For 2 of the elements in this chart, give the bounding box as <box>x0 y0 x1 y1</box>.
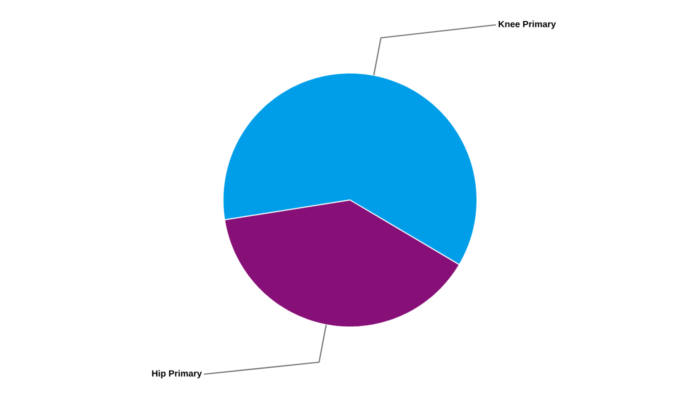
slice-label: Hip Primary <box>152 370 202 378</box>
slice-label: Knee Primary <box>498 20 556 29</box>
